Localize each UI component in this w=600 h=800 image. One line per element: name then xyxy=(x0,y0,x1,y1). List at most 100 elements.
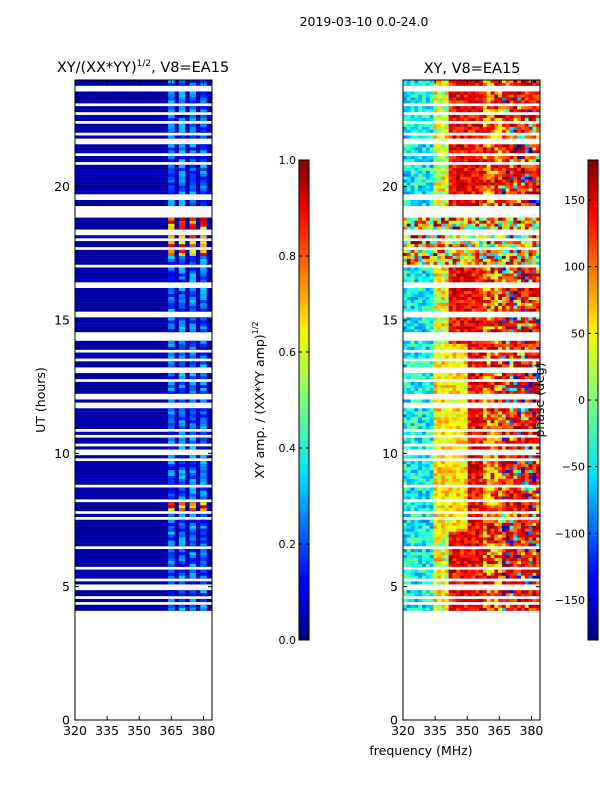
heat-cell xyxy=(528,466,533,471)
heat-cell xyxy=(517,235,522,239)
heat-cell xyxy=(200,581,207,585)
heat-cell xyxy=(524,478,529,482)
heat-cell xyxy=(406,170,411,174)
heat-cell xyxy=(168,241,175,245)
heat-cell xyxy=(418,273,423,277)
heat-cell xyxy=(517,202,522,207)
heat-cell xyxy=(448,411,453,415)
heat-cell xyxy=(486,340,491,344)
heat-cell xyxy=(437,376,442,380)
heat-cell xyxy=(463,117,468,121)
heat-cell xyxy=(200,320,207,324)
heat-cell xyxy=(422,387,427,391)
heat-cell xyxy=(460,437,465,441)
heat-cell xyxy=(406,560,411,564)
heat-cell xyxy=(467,305,472,309)
heat-cell xyxy=(532,258,537,262)
heat-cell xyxy=(532,279,537,283)
heat-cell xyxy=(406,387,411,391)
heat-cell xyxy=(406,249,411,253)
heat-cell xyxy=(403,158,408,163)
heat-cell xyxy=(494,604,499,608)
heat-cell xyxy=(425,604,430,608)
heat-cell xyxy=(433,299,438,303)
heat-cell xyxy=(471,288,476,292)
heat-cell xyxy=(463,276,468,280)
heat-cell xyxy=(532,376,537,380)
heat-cell xyxy=(410,150,415,154)
heat-row xyxy=(75,531,212,535)
heat-cell xyxy=(486,572,491,576)
heat-cell xyxy=(501,114,507,119)
heat-cell xyxy=(517,299,522,303)
heat-cell xyxy=(406,191,411,195)
heat-cell xyxy=(524,223,529,227)
heat-cell xyxy=(425,408,430,412)
heat-cell xyxy=(524,593,529,597)
heat-row xyxy=(75,411,212,415)
heat-cell xyxy=(475,563,480,567)
heat-cell xyxy=(456,226,461,230)
heat-cell xyxy=(403,179,408,183)
heat-cell xyxy=(441,273,446,277)
heat-cell xyxy=(444,487,449,491)
heat-cell xyxy=(418,496,423,500)
heat-cell xyxy=(168,279,175,283)
heat-cell xyxy=(406,593,411,597)
heat-cell xyxy=(482,502,488,506)
heat-cell xyxy=(498,519,503,523)
heat-cell xyxy=(168,422,175,427)
heat-cell xyxy=(520,308,526,312)
heat-cell xyxy=(429,581,434,585)
heat-cell xyxy=(509,531,514,535)
heat-cell xyxy=(437,513,442,517)
heat-cell xyxy=(513,182,518,186)
heat-cell xyxy=(460,604,465,608)
heat-cell xyxy=(471,560,476,564)
heat-cell xyxy=(429,270,434,274)
heat-cell xyxy=(189,279,196,283)
heat-cell xyxy=(429,255,434,259)
heat-cell xyxy=(528,502,533,506)
heat-cell xyxy=(498,431,503,435)
heat-cell xyxy=(501,340,507,344)
heat-cell xyxy=(532,164,537,168)
heat-cell xyxy=(460,167,465,171)
heat-cell xyxy=(448,223,453,227)
heat-cell xyxy=(532,408,537,412)
heat-cell xyxy=(418,249,423,253)
heat-cell xyxy=(486,563,491,567)
heat-cell xyxy=(494,255,499,259)
heat-cell xyxy=(494,446,499,450)
heat-cell xyxy=(536,408,541,412)
heat-cell xyxy=(403,461,408,465)
heat-cell xyxy=(471,340,476,344)
heat-cell xyxy=(479,472,484,476)
heat-cell xyxy=(433,572,438,576)
heat-cell xyxy=(520,575,526,579)
heat-cell xyxy=(433,329,438,333)
heat-cell xyxy=(448,381,453,385)
heat-cell xyxy=(501,235,507,239)
heat-cell xyxy=(471,455,476,459)
heat-cell xyxy=(482,226,488,230)
heat-cell xyxy=(452,261,457,265)
heat-cell xyxy=(433,235,438,239)
heat-cell xyxy=(403,170,408,174)
heat-cell xyxy=(456,326,461,330)
heat-cell xyxy=(422,376,427,380)
heat-cell xyxy=(403,340,408,344)
heat-cell xyxy=(494,384,499,388)
heat-cell xyxy=(437,519,442,523)
heat-row xyxy=(75,170,212,174)
heat-cell xyxy=(403,364,408,368)
heat-cell xyxy=(517,431,522,435)
heat-cell xyxy=(509,126,514,130)
heat-cell xyxy=(433,487,438,491)
heat-cell xyxy=(494,296,499,300)
heat-cell xyxy=(494,408,499,412)
heat-cell xyxy=(509,590,514,594)
heat-cell xyxy=(517,355,522,359)
heat-cell xyxy=(418,173,423,177)
heat-cell xyxy=(471,261,476,265)
